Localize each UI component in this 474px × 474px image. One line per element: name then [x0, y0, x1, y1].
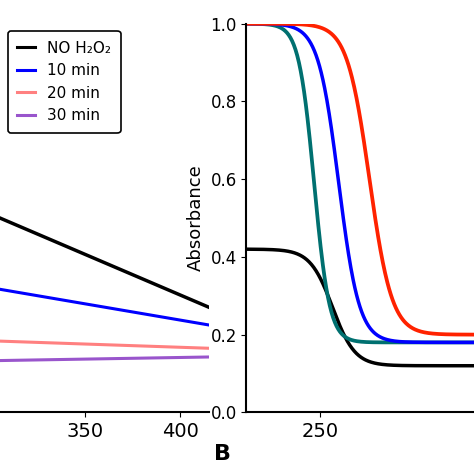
Text: B: B — [214, 444, 231, 464]
Legend: NO H₂O₂, 10 min, 20 min, 30 min: NO H₂O₂, 10 min, 20 min, 30 min — [8, 31, 120, 133]
Y-axis label: Absorbance: Absorbance — [187, 164, 205, 272]
